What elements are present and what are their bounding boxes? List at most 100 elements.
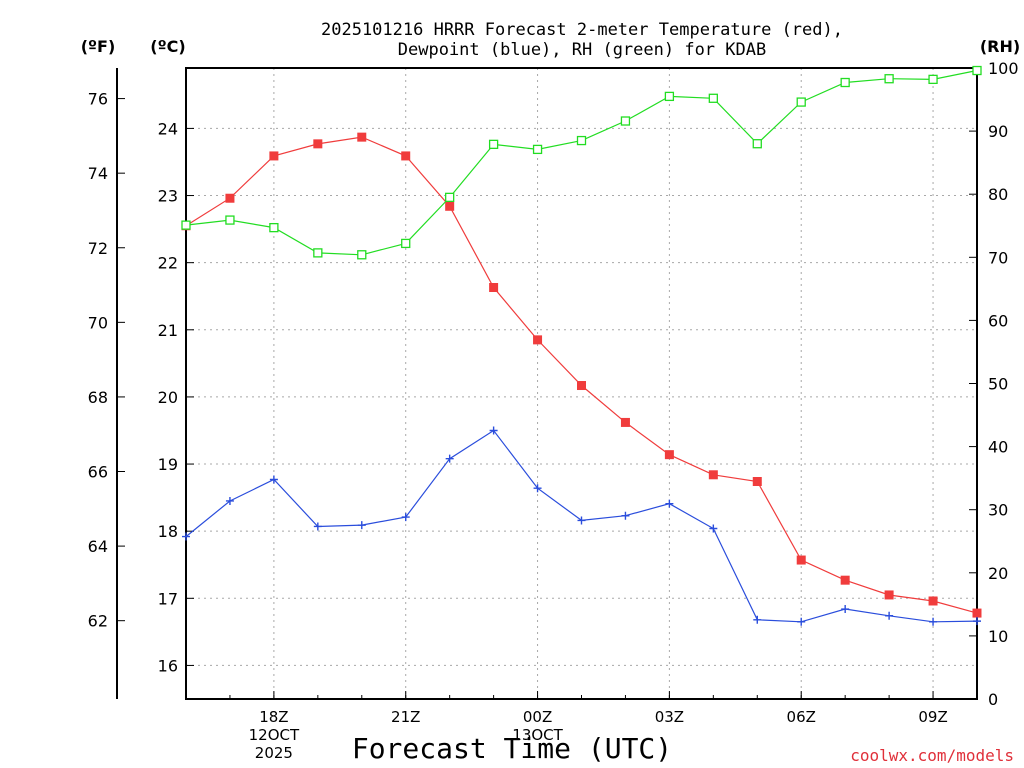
- fahrenheit-axis-unit: (ºF): [81, 37, 116, 56]
- rh-tick-label-60: 60: [988, 311, 1008, 330]
- relative-humidity-point-14: [796, 97, 806, 107]
- relative-humidity-point-9: [576, 135, 587, 146]
- temperature-point-2: [269, 151, 279, 161]
- time-tick-label-00Z: 00Z: [523, 708, 552, 726]
- relative-humidity-point-11: [664, 91, 675, 102]
- temperature-point-17: [928, 596, 938, 606]
- temperature-point-3: [313, 139, 323, 149]
- x-axis-label: Forecast Time (UTC): [352, 732, 672, 765]
- relative-humidity-point-6: [445, 192, 455, 203]
- rh-axis-unit: (RH): [980, 37, 1020, 56]
- time-tick-label-03Z: 03Z: [655, 708, 684, 726]
- dewpoint-point-2: [269, 475, 278, 484]
- relative-humidity-point-16: [884, 74, 894, 84]
- fahrenheit-tick-label-72: 72: [88, 239, 108, 258]
- relative-humidity-point-18: [972, 65, 982, 76]
- temperature-point-18: [972, 608, 982, 618]
- temperature-point-14: [796, 555, 806, 565]
- dewpoint-point-9: [577, 516, 586, 525]
- rh-tick-label-70: 70: [988, 248, 1008, 267]
- celsius-tick-label-19: 19: [158, 455, 178, 474]
- rh-tick-label-90: 90: [988, 122, 1008, 141]
- temperature-point-6: [445, 201, 455, 211]
- relative-humidity-point-4: [357, 250, 367, 260]
- relative-humidity-point-0: [181, 220, 191, 230]
- dewpoint-line: [185, 429, 978, 623]
- relative-humidity-point-10: [620, 116, 631, 126]
- dewpoint-point-16: [885, 611, 894, 620]
- time-tick-label-2025: 2025: [255, 744, 293, 762]
- temperature-point-15: [840, 575, 850, 585]
- relative-humidity-point-7: [488, 139, 499, 150]
- rh-tick-label-20: 20: [988, 564, 1008, 583]
- time-tick-label-12OCT: 12OCT: [249, 726, 300, 744]
- relative-humidity-point-8: [532, 144, 543, 155]
- fahrenheit-tick-label-68: 68: [88, 388, 108, 407]
- time-tick-label-06Z: 06Z: [787, 708, 816, 726]
- relative-humidity-point-2: [269, 222, 279, 233]
- data-series: [181, 65, 982, 626]
- time-tick-label-21Z: 21Z: [391, 708, 420, 726]
- temperature-point-10: [620, 417, 630, 427]
- celsius-tick-label-17: 17: [158, 589, 178, 608]
- temperature-point-8: [533, 335, 543, 345]
- rh-tick-label-30: 30: [988, 501, 1008, 520]
- temperature-point-11: [664, 450, 674, 460]
- dewpoint-point-7: [489, 426, 498, 435]
- dewpoint-point-4: [357, 521, 366, 530]
- temperature-point-7: [489, 283, 499, 293]
- time-tick-label-13OCT: 13OCT: [512, 726, 563, 744]
- fahrenheit-tick-label-76: 76: [88, 90, 108, 109]
- temperature-point-5: [401, 151, 411, 161]
- relative-humidity-point-15: [840, 77, 850, 88]
- celsius-tick-label-16: 16: [158, 656, 178, 675]
- dewpoint-point-13: [753, 615, 762, 624]
- chart-title-line2: Dewpoint (blue), RH (green) for KDAB: [398, 40, 766, 60]
- fahrenheit-tick-label-74: 74: [88, 164, 108, 183]
- dewpoint-point-8: [533, 484, 542, 493]
- fahrenheit-tick-label-66: 66: [88, 463, 108, 482]
- dewpoint-point-10: [621, 511, 630, 520]
- dewpoint-point-17: [929, 617, 938, 626]
- celsius-tick-label-22: 22: [158, 254, 178, 273]
- rh-tick-label-0: 0: [988, 690, 998, 709]
- rh-tick-label-40: 40: [988, 438, 1008, 457]
- relative-humidity-point-5: [401, 238, 411, 249]
- temperature-point-1: [225, 193, 235, 203]
- temperature-point-9: [577, 381, 586, 391]
- dewpoint-point-1: [225, 496, 234, 505]
- relative-humidity-point-13: [752, 139, 762, 149]
- dewpoint-point-18: [973, 617, 981, 626]
- rh-tick-label-80: 80: [988, 185, 1008, 204]
- dewpoint-point-14: [797, 617, 806, 626]
- temperature-point-13: [752, 477, 762, 487]
- dewpoint-point-11: [665, 499, 674, 508]
- relative-humidity-line: [185, 69, 978, 256]
- celsius-tick-label-18: 18: [158, 522, 178, 541]
- fahrenheit-tick-label-62: 62: [88, 612, 108, 631]
- dewpoint-point-3: [313, 522, 322, 531]
- relative-humidity-point-3: [313, 248, 323, 258]
- celsius-tick-label-24: 24: [158, 119, 178, 138]
- celsius-axis-unit: (ºC): [150, 37, 185, 56]
- dewpoint-point-6: [445, 454, 454, 463]
- temperature-point-4: [357, 132, 367, 142]
- relative-humidity-point-12: [708, 93, 718, 103]
- rh-tick-label-50: 50: [988, 375, 1008, 394]
- dewpoint-point-12: [709, 524, 718, 533]
- fahrenheit-tick-label-70: 70: [88, 313, 108, 332]
- dewpoint-point-0: [182, 532, 190, 541]
- celsius-tick-label-21: 21: [158, 321, 178, 340]
- fahrenheit-tick-label-64: 64: [88, 537, 108, 556]
- rh-tick-label-10: 10: [988, 627, 1008, 646]
- temperature-line: [185, 136, 978, 614]
- source-credit: coolwx.com/models: [850, 746, 1014, 765]
- dewpoint-point-5: [401, 513, 410, 522]
- time-tick-label-09Z: 09Z: [918, 708, 947, 726]
- chart-title-line1: 2025101216 HRRR Forecast 2-meter Tempera…: [321, 20, 843, 40]
- dewpoint-point-15: [841, 605, 850, 614]
- celsius-tick-label-20: 20: [158, 388, 178, 407]
- relative-humidity-point-1: [225, 215, 235, 225]
